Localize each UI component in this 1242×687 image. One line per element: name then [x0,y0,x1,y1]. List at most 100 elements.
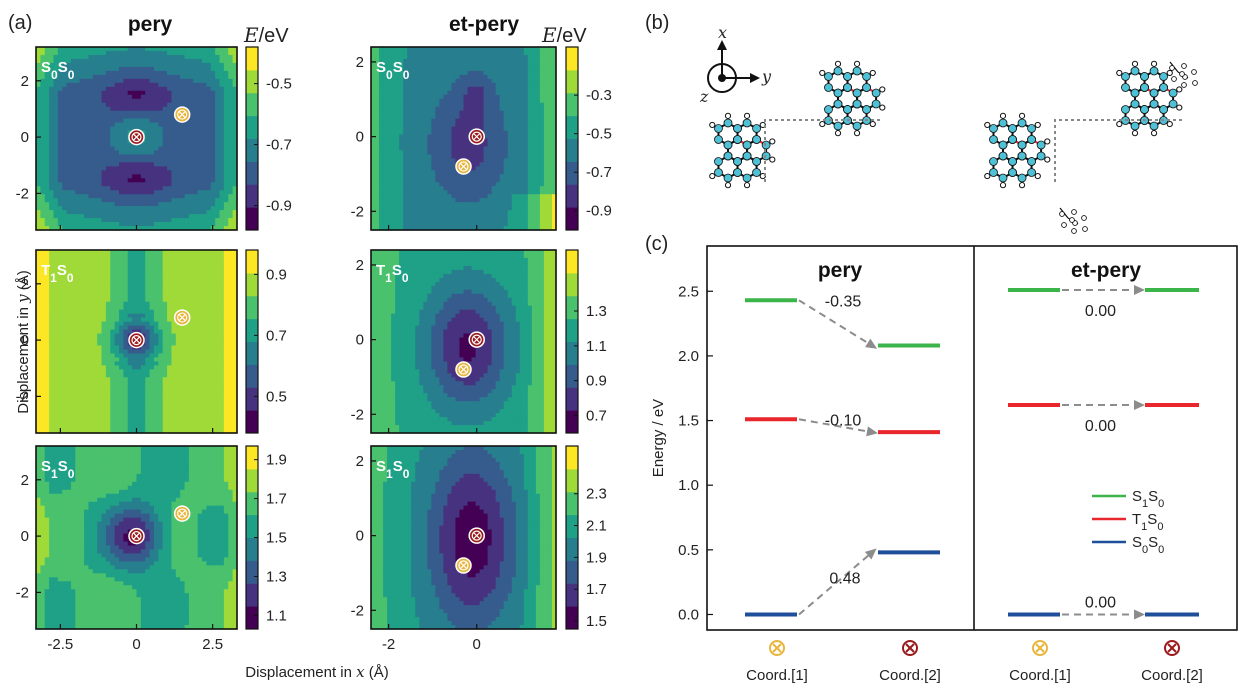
contour-cell [44,261,50,267]
contour-cell [495,50,501,56]
contour-cell [391,98,396,104]
contour-cell [379,142,384,148]
contour-cell [92,158,98,163]
contour-cell [379,74,384,80]
contour-cell [475,54,481,60]
contour-cell [459,78,465,84]
contour-cell [427,82,432,88]
contour-cell [463,86,469,92]
contour-cell [110,178,116,183]
contour-cell [44,106,50,112]
contour-cell [75,150,81,156]
contour-cell [411,206,416,211]
contour-cell [53,178,59,183]
contour-cell [180,182,186,187]
contour-cell [479,222,485,227]
contour-cell [503,150,509,156]
contour-cell [84,166,90,171]
contour-cell [439,98,444,104]
contour-cell [451,166,457,171]
contour-cell [507,78,513,84]
contour-cell [119,106,124,112]
contour-cell [443,138,449,144]
contour-cell [507,182,513,187]
contour-cell [184,218,190,223]
contour-cell [162,150,168,156]
contour-cell [443,47,449,52]
contour-cell [84,317,90,323]
contour-cell [515,198,521,203]
contour-cell [547,154,553,159]
contour-cell [62,421,68,426]
contour-cell [162,214,168,219]
contour-cell [57,409,63,414]
contour-cell [487,130,493,136]
contour-cell [97,365,103,370]
contour-cell [49,425,55,430]
contour-cell [439,154,444,159]
contour-cell [215,226,221,231]
contour-cell [519,66,525,72]
contour-cell [66,158,72,163]
contour-cell [391,218,396,223]
contour-cell [451,86,457,92]
contour-cell [101,341,107,347]
contour-cell [36,357,41,362]
contour-cell [511,150,517,156]
contour-cell [79,94,85,100]
contour-cell [515,182,521,187]
contour-cell [110,138,116,144]
contour-cell [184,226,190,231]
contour-cell [62,118,68,124]
contour-cell [145,194,151,199]
contour-cell [171,47,177,52]
contour-cell [443,142,449,148]
contour-cell [467,110,473,116]
contour-cell [206,142,212,148]
contour-cell [471,90,477,96]
contour-cell [379,66,384,72]
contour-cell [175,174,181,179]
contour-cell [503,210,509,215]
contour-cell [79,277,85,283]
contour-cell [136,78,142,84]
contour-cell [483,106,489,112]
contour-cell [228,138,234,144]
contour-cell [419,142,424,148]
contour-cell [427,166,432,171]
contour-cell [399,58,404,64]
contour-cell [153,218,159,223]
contour-cell [97,202,103,207]
contour-cell [66,389,72,394]
contour-cell [57,158,63,163]
contour-cell [57,178,63,183]
contour-cell [519,86,525,92]
contour-cell [411,174,416,179]
contour-cell [403,210,408,215]
contour-cell [391,170,396,175]
contour-cell [101,309,107,315]
contour-cell [158,58,164,64]
contour-cell [49,289,55,295]
contour-cell [527,222,533,227]
contour-cell [162,106,168,112]
contour-cell [167,47,173,52]
contour-cell [371,106,376,112]
contour-cell [371,222,376,227]
contour-cell [232,182,238,187]
contour-cell [459,74,465,80]
contour-cell [92,325,98,331]
contour-cell [53,138,59,144]
contour-cell [531,118,537,124]
contour-cell [407,102,412,108]
contour-cell [435,198,440,203]
contour-cell [53,429,59,434]
contour-cell [523,114,529,120]
contour-cell [479,226,485,231]
contour-cell [423,166,428,171]
contour-cell [371,70,376,76]
contour-cell [127,226,133,231]
contour-cell [539,222,545,227]
contour-cell [487,206,493,211]
contour-cell [66,90,72,96]
